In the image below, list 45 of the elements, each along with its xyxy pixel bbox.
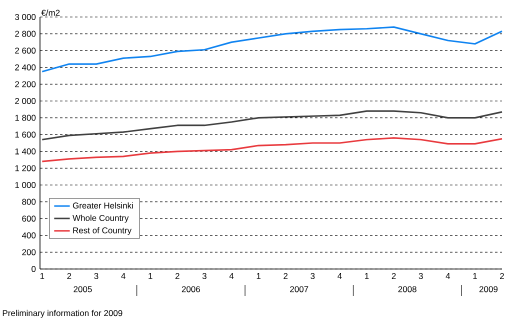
y-tick-label: 600 <box>22 216 36 222</box>
x-tick-label: 4 <box>338 273 342 279</box>
text: 2006 <box>182 286 200 292</box>
x-tick-label: 3 <box>418 273 423 280</box>
y-tick-label: 2 600 <box>15 48 36 54</box>
y-axis-title: €/m2 <box>41 10 60 16</box>
y-tick-label: 400 <box>22 232 36 238</box>
x-tick-label: 2 <box>392 273 396 279</box>
y-tick-label: 1 000 <box>15 182 36 188</box>
legend-label: Rest of Country <box>73 227 132 236</box>
y-tick-label: 2 200 <box>15 81 36 88</box>
y-tick-label: 1 800 <box>15 114 36 121</box>
y-tick-label: 800 <box>22 198 36 205</box>
y-tick-label: 2 400 <box>15 64 36 70</box>
y-tick-label: 200 <box>22 249 36 256</box>
y-tick-label: 1 200 <box>15 165 36 172</box>
x-tick-label: 4 <box>229 273 234 279</box>
legend-label: Whole Country <box>72 214 129 223</box>
x-tick-label: 3 <box>310 273 315 280</box>
x-tick-label: 1 <box>365 273 369 279</box>
y-tick-label: 1 400 <box>15 148 36 154</box>
x-tick-label: 1 <box>40 273 44 279</box>
x-tick-label: 1 <box>148 273 152 279</box>
y-tick-label: 1 600 <box>15 132 36 138</box>
x-tick-label: 2 <box>500 273 504 279</box>
x-tick-label: 2 <box>67 273 72 279</box>
x-tick-label: 1 <box>256 273 261 279</box>
x-tick-label: 3 <box>94 273 98 280</box>
text: 2008 <box>398 286 416 292</box>
y-tick-label: 3 000 <box>15 14 36 20</box>
y-tick-label: 2 000 <box>15 98 36 104</box>
legend-label: Greater Helsinki <box>72 202 133 209</box>
y-tick-label: 2 800 <box>15 30 36 37</box>
y-tick-label: 0 <box>32 266 36 272</box>
x-tick-label: 2 <box>284 273 288 279</box>
line-series <box>41 26 503 72</box>
x-tick-label: 4 <box>446 273 450 279</box>
x-tick-label: 1 <box>473 273 477 279</box>
x-tick-label: 3 <box>202 273 206 280</box>
text: 2009 <box>479 286 498 292</box>
x-tick-label: 2 <box>175 273 180 279</box>
x-tick-label: 4 <box>121 273 126 279</box>
text: 2005 <box>74 286 92 292</box>
text: 2007 <box>290 286 308 292</box>
text: Preliminary information for 2009 <box>2 310 122 318</box>
